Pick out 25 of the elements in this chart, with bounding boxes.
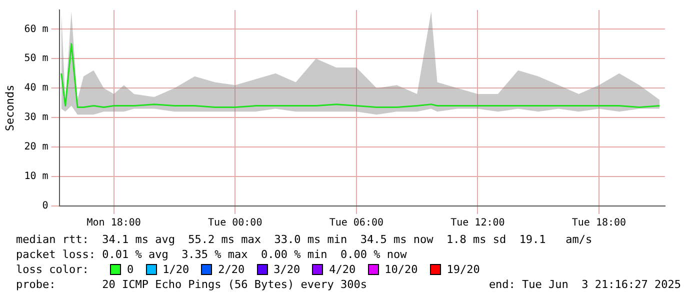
text: end: Tue Jun 3 21:16:27 2025 (488, 277, 681, 292)
x-tick-label: Tue 00:00 (208, 218, 262, 229)
x-tick-label: Tue 12:00 (450, 218, 505, 229)
x-tick-label: Tue 06:00 (329, 218, 384, 229)
text: loss color: (16, 262, 90, 277)
y-tick-label: 40 m (24, 82, 48, 94)
y-tick-label: 10 m (24, 171, 48, 182)
text: packet loss: 0.01 % avg 3.35 % max 0.00 % min 0.00 % now (16, 248, 407, 261)
y-axis-title: Seconds (3, 84, 16, 132)
text: 0 (127, 262, 134, 277)
y-tick-label: 0 (42, 200, 48, 212)
text: 19/20 (446, 262, 480, 277)
y-tick-label: 30 m (24, 112, 48, 124)
text: probe: 20 ICMP Echo Pings (56 Bytes) every 300s (16, 277, 367, 292)
text: median rtt: 34.1 ms avg 55.2 ms max 33.0 ms min 34.5 ms now 1.8 ms sd 19.1 am/s (16, 233, 592, 246)
text: 10/20 (384, 262, 418, 277)
text: 1/20 (162, 262, 190, 277)
y-tick-label: 60 m (24, 24, 48, 35)
y-tick-label: 50 m (24, 53, 48, 64)
x-tick-label: Tue 18:00 (572, 218, 626, 229)
text: 3/20 (274, 262, 300, 277)
text: 2/20 (218, 262, 245, 277)
text: 4/20 (329, 262, 356, 277)
y-tick-label: 20 m (24, 142, 48, 153)
x-tick-label: Mon 18:00 (86, 218, 141, 229)
